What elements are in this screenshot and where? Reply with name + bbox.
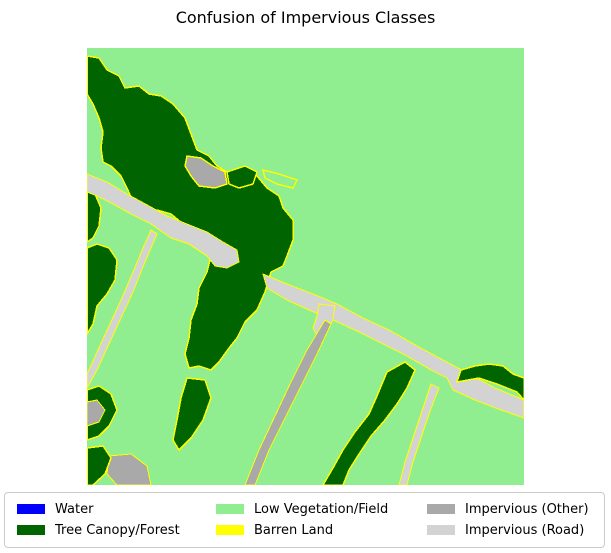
legend-item-low-vegetation: Low Vegetation/Field xyxy=(216,500,388,518)
legend-label-impervious-road: Impervious (Road) xyxy=(465,522,585,538)
tree-canopy-bottom-patch xyxy=(172,377,212,452)
impervious-bottom-left xyxy=(87,399,106,427)
impervious-other-patch xyxy=(184,155,228,189)
tree-canopy-bottom-strip xyxy=(87,445,112,485)
tree-canopy-lower-right xyxy=(322,361,416,485)
legend-label-low-vegetation: Low Vegetation/Field xyxy=(254,501,389,517)
road-main xyxy=(87,173,240,269)
legend-swatch-impervious-other xyxy=(427,504,455,514)
legend-label-barren-land: Barren Land xyxy=(254,522,334,538)
legend-item-tree-canopy: Tree Canopy/Forest xyxy=(17,521,180,539)
tree-canopy-small xyxy=(226,165,258,189)
tree-canopy-left-lower xyxy=(87,243,118,336)
legend-item-impervious-road: Impervious (Road) xyxy=(427,521,584,539)
track-3 xyxy=(398,383,440,485)
legend: Water Tree Canopy/Forest Low Vegetation/… xyxy=(4,492,605,548)
impervious-bottom-corner xyxy=(106,453,152,485)
tree-canopy-right xyxy=(455,363,524,402)
legend-swatch-barren-land xyxy=(216,525,244,535)
track-1 xyxy=(244,319,332,485)
legend-item-barren-land: Barren Land xyxy=(216,521,333,539)
figure-title: Confusion of Impervious Classes xyxy=(175,8,436,27)
legend-swatch-impervious-road xyxy=(427,525,455,535)
legend-label-tree-canopy: Tree Canopy/Forest xyxy=(55,522,180,538)
track-2 xyxy=(87,229,158,390)
legend-swatch-tree-canopy xyxy=(17,525,45,535)
legend-item-water: Water xyxy=(17,500,93,518)
legend-swatch-water xyxy=(17,504,45,514)
barren-edge xyxy=(261,168,299,189)
legend-label-impervious-other: Impervious (Other) xyxy=(465,501,589,517)
legend-label-water: Water xyxy=(55,501,94,517)
land-cover-map xyxy=(87,48,524,485)
legend-swatch-low-vegetation xyxy=(216,504,244,514)
legend-item-impervious-other: Impervious (Other) xyxy=(427,500,589,518)
